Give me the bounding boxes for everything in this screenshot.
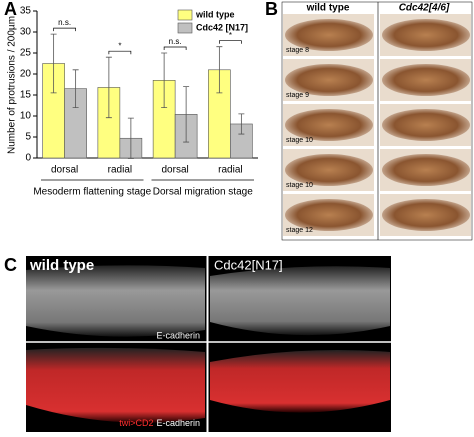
error-bar <box>183 86 190 143</box>
y-axis-label: Number of protrusions / 200µm <box>7 16 18 154</box>
micrograph <box>210 266 390 336</box>
embryo <box>382 19 470 51</box>
y-tick-label: 5 <box>25 132 31 143</box>
error-bar <box>50 33 57 94</box>
y-tick-label: 15 <box>20 90 32 101</box>
stain-label-white: E-cadherin <box>156 418 200 428</box>
panel-label: C <box>4 255 17 275</box>
micrograph <box>210 349 390 413</box>
y-tick-label: 0 <box>25 153 31 164</box>
stain-label-red: twi>CD2 <box>119 418 153 428</box>
legend-swatch <box>177 9 193 21</box>
embryo <box>382 199 470 231</box>
column-header: Cdc42[N17] <box>214 257 283 272</box>
significance-bracket <box>53 27 76 32</box>
stage-label: stage 8 <box>286 47 309 54</box>
embryo <box>285 199 373 231</box>
embryo <box>382 109 470 141</box>
y-tick-label: 30 <box>20 27 32 38</box>
y-tick-label: 25 <box>20 48 32 59</box>
significance-label: n.s. <box>58 18 71 27</box>
micrograph <box>26 265 205 337</box>
legend-label: wild type <box>195 9 235 19</box>
stage-label: stage 12 <box>286 227 313 234</box>
error-bar <box>127 117 134 159</box>
panel-label: A <box>4 0 17 19</box>
x-tick-label: radial <box>218 165 242 176</box>
embryo <box>285 154 373 186</box>
column-header: wild type <box>29 257 94 274</box>
significance-bracket <box>163 46 187 50</box>
stage-label: stage 10 <box>286 137 313 144</box>
y-tick-label: 20 <box>20 69 32 80</box>
stain-label: twi>CD2 E-cadherin <box>119 418 200 428</box>
micrograph <box>26 347 205 423</box>
stain-label: E-cadherin <box>156 330 200 340</box>
significance-bracket <box>108 50 132 55</box>
error-bar <box>216 46 223 94</box>
error-bar <box>72 69 79 108</box>
legend-label: Cdc42 [N17] <box>196 22 248 32</box>
x-tick-label: dorsal <box>162 165 189 176</box>
x-tick-label: dorsal <box>51 165 78 176</box>
error-bar <box>105 56 112 119</box>
x-tick-label: radial <box>108 165 132 176</box>
stage-label: stage 9 <box>286 92 309 99</box>
column-header: Cdc42[4/6] <box>399 3 450 14</box>
significance-label: * <box>229 31 232 40</box>
y-tick-label: 35 <box>20 6 32 17</box>
error-bar <box>238 113 245 135</box>
stage-label: stage 10 <box>286 182 313 189</box>
column-header: wild type <box>306 3 350 14</box>
significance-label: n.s. <box>169 37 182 46</box>
y-tick-label: 10 <box>20 111 32 122</box>
significance-bracket <box>219 40 242 44</box>
embryo <box>382 64 470 96</box>
legend-swatch <box>177 22 193 34</box>
significance-label: * <box>118 41 121 50</box>
embryo <box>285 109 373 141</box>
embryo <box>285 19 373 51</box>
error-bar <box>161 52 168 108</box>
panel-label: B <box>265 0 278 19</box>
group-label: Dorsal migration stage <box>153 187 253 198</box>
group-label: Mesoderm flattening stage <box>33 187 151 198</box>
embryo <box>382 154 470 186</box>
embryo <box>285 64 373 96</box>
